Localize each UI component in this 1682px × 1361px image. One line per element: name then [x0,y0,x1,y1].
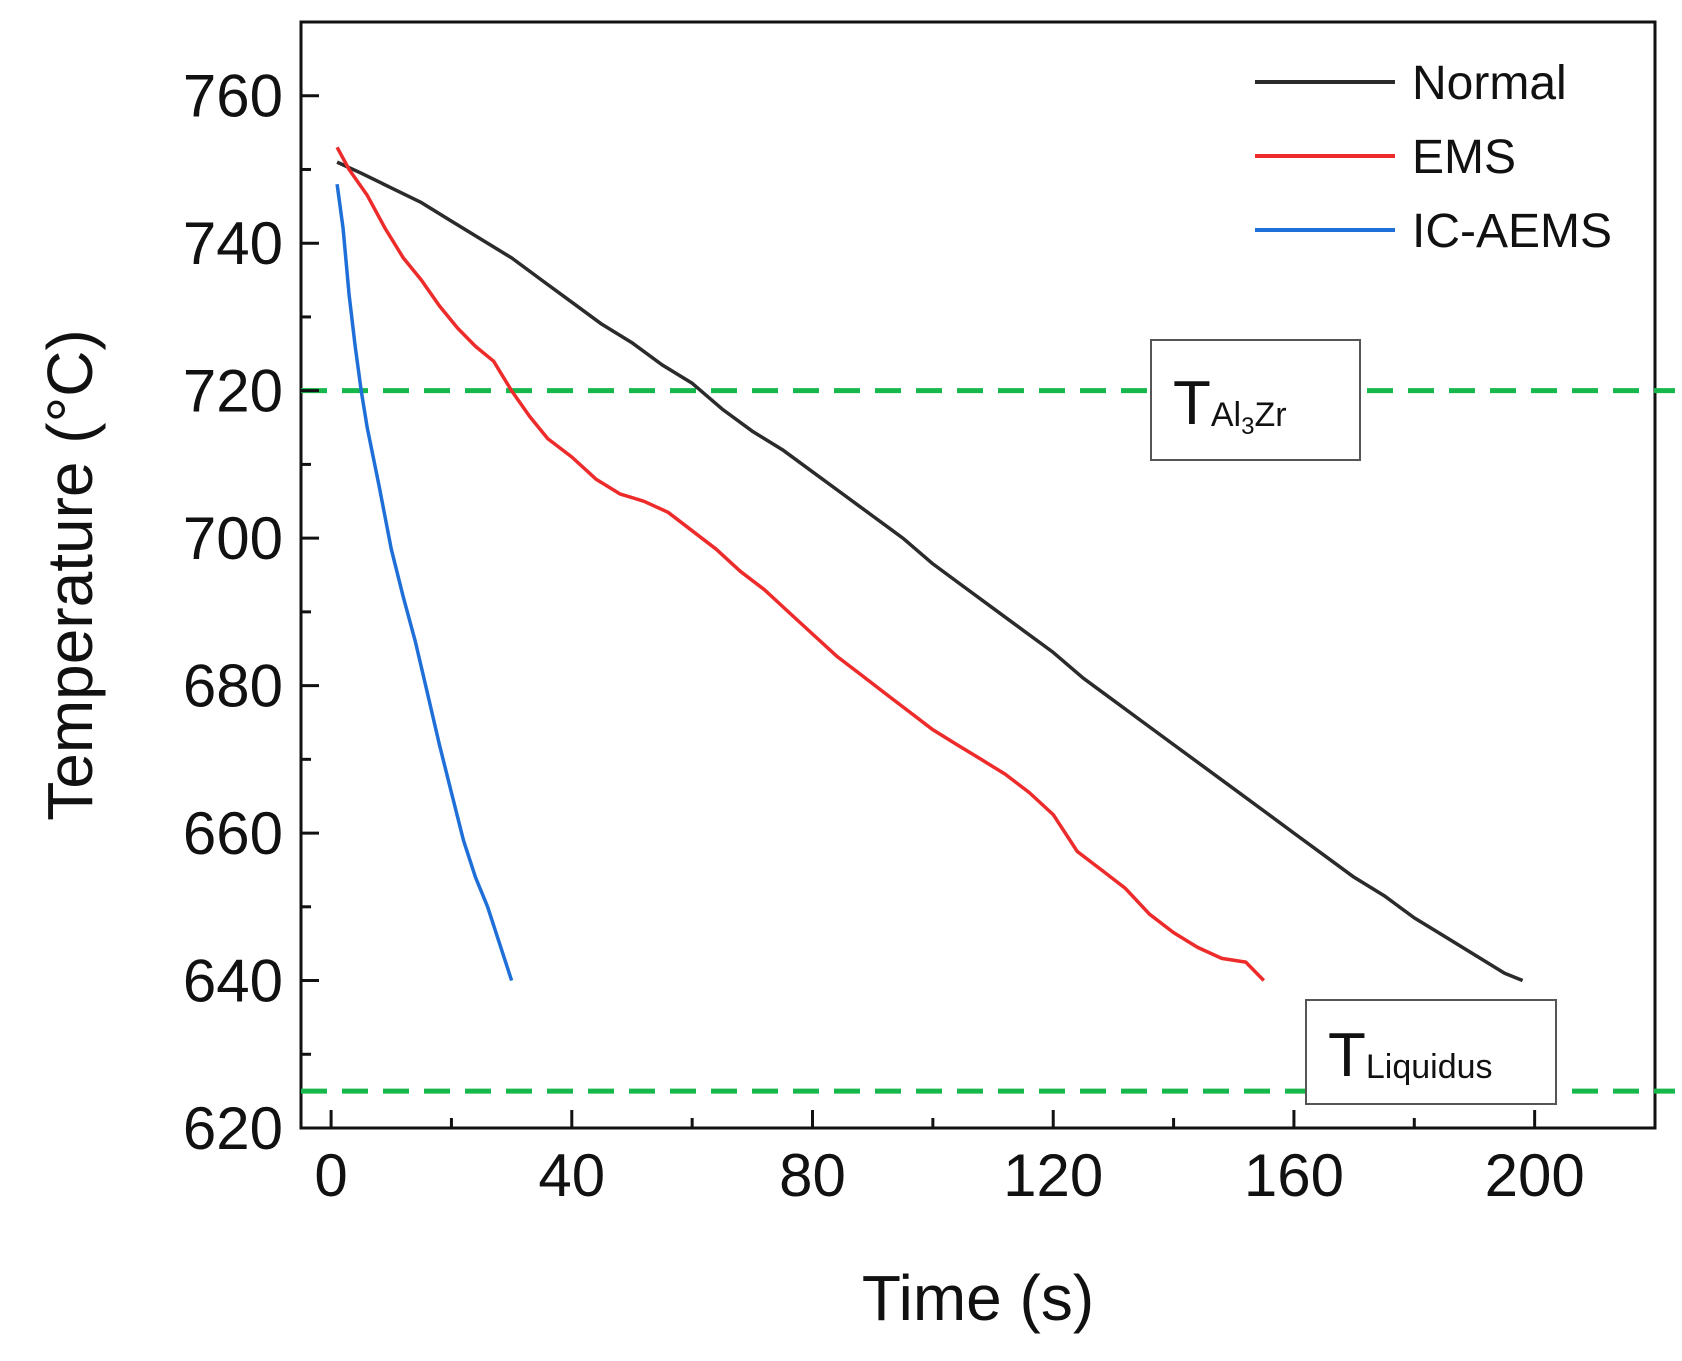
series-line-ems [335,146,1266,982]
reference-label-text: TAl3Zr [1173,369,1287,440]
legend-label-normal: Normal [1412,57,1567,110]
plot-frame [299,20,1657,1130]
legend-label-ic-aems: IC-AEMS [1412,205,1612,258]
y-tick-label: 700 [183,505,283,572]
x-tick-label: 120 [1003,1142,1103,1209]
data-series [335,146,1524,983]
legend: Normal EMS IC-AEMS [1255,57,1612,258]
y-tick-label: 720 [183,358,283,425]
reference-lines [301,388,1675,1094]
reference-labels: TAl3Zr TLiquidus [1150,339,1557,1105]
reference-label-box [1305,999,1557,1105]
x-tick-label: 160 [1244,1142,1344,1209]
series-line-normal [336,160,1524,983]
reference-label-tal3zr: TAl3Zr [1150,339,1361,461]
reference-label-tliquidus: TLiquidus [1305,999,1557,1105]
y-axis-label: Temperature (°C) [34,329,106,821]
x-tick-label: 0 [314,1142,347,1209]
x-tick-label: 200 [1485,1142,1585,1209]
x-tick-label: 80 [779,1142,846,1209]
y-tick-label: 760 [183,63,283,130]
axis-ticks: 0 40 80 120 160 200 620 640 660 680 700 720 740 760 [183,20,1657,1209]
series-line-ic-aems [335,183,514,982]
reference-label-box [1150,339,1361,461]
x-tick-label: 40 [538,1142,605,1209]
x-axis-label: Time (s) [862,1262,1094,1334]
y-tick-label: 740 [183,210,283,277]
y-tick-label: 680 [183,653,283,720]
legend-label-ems: EMS [1412,131,1516,184]
y-tick-label: 620 [183,1095,283,1162]
y-tick-label: 640 [183,948,283,1015]
y-tick-label: 660 [183,800,283,867]
